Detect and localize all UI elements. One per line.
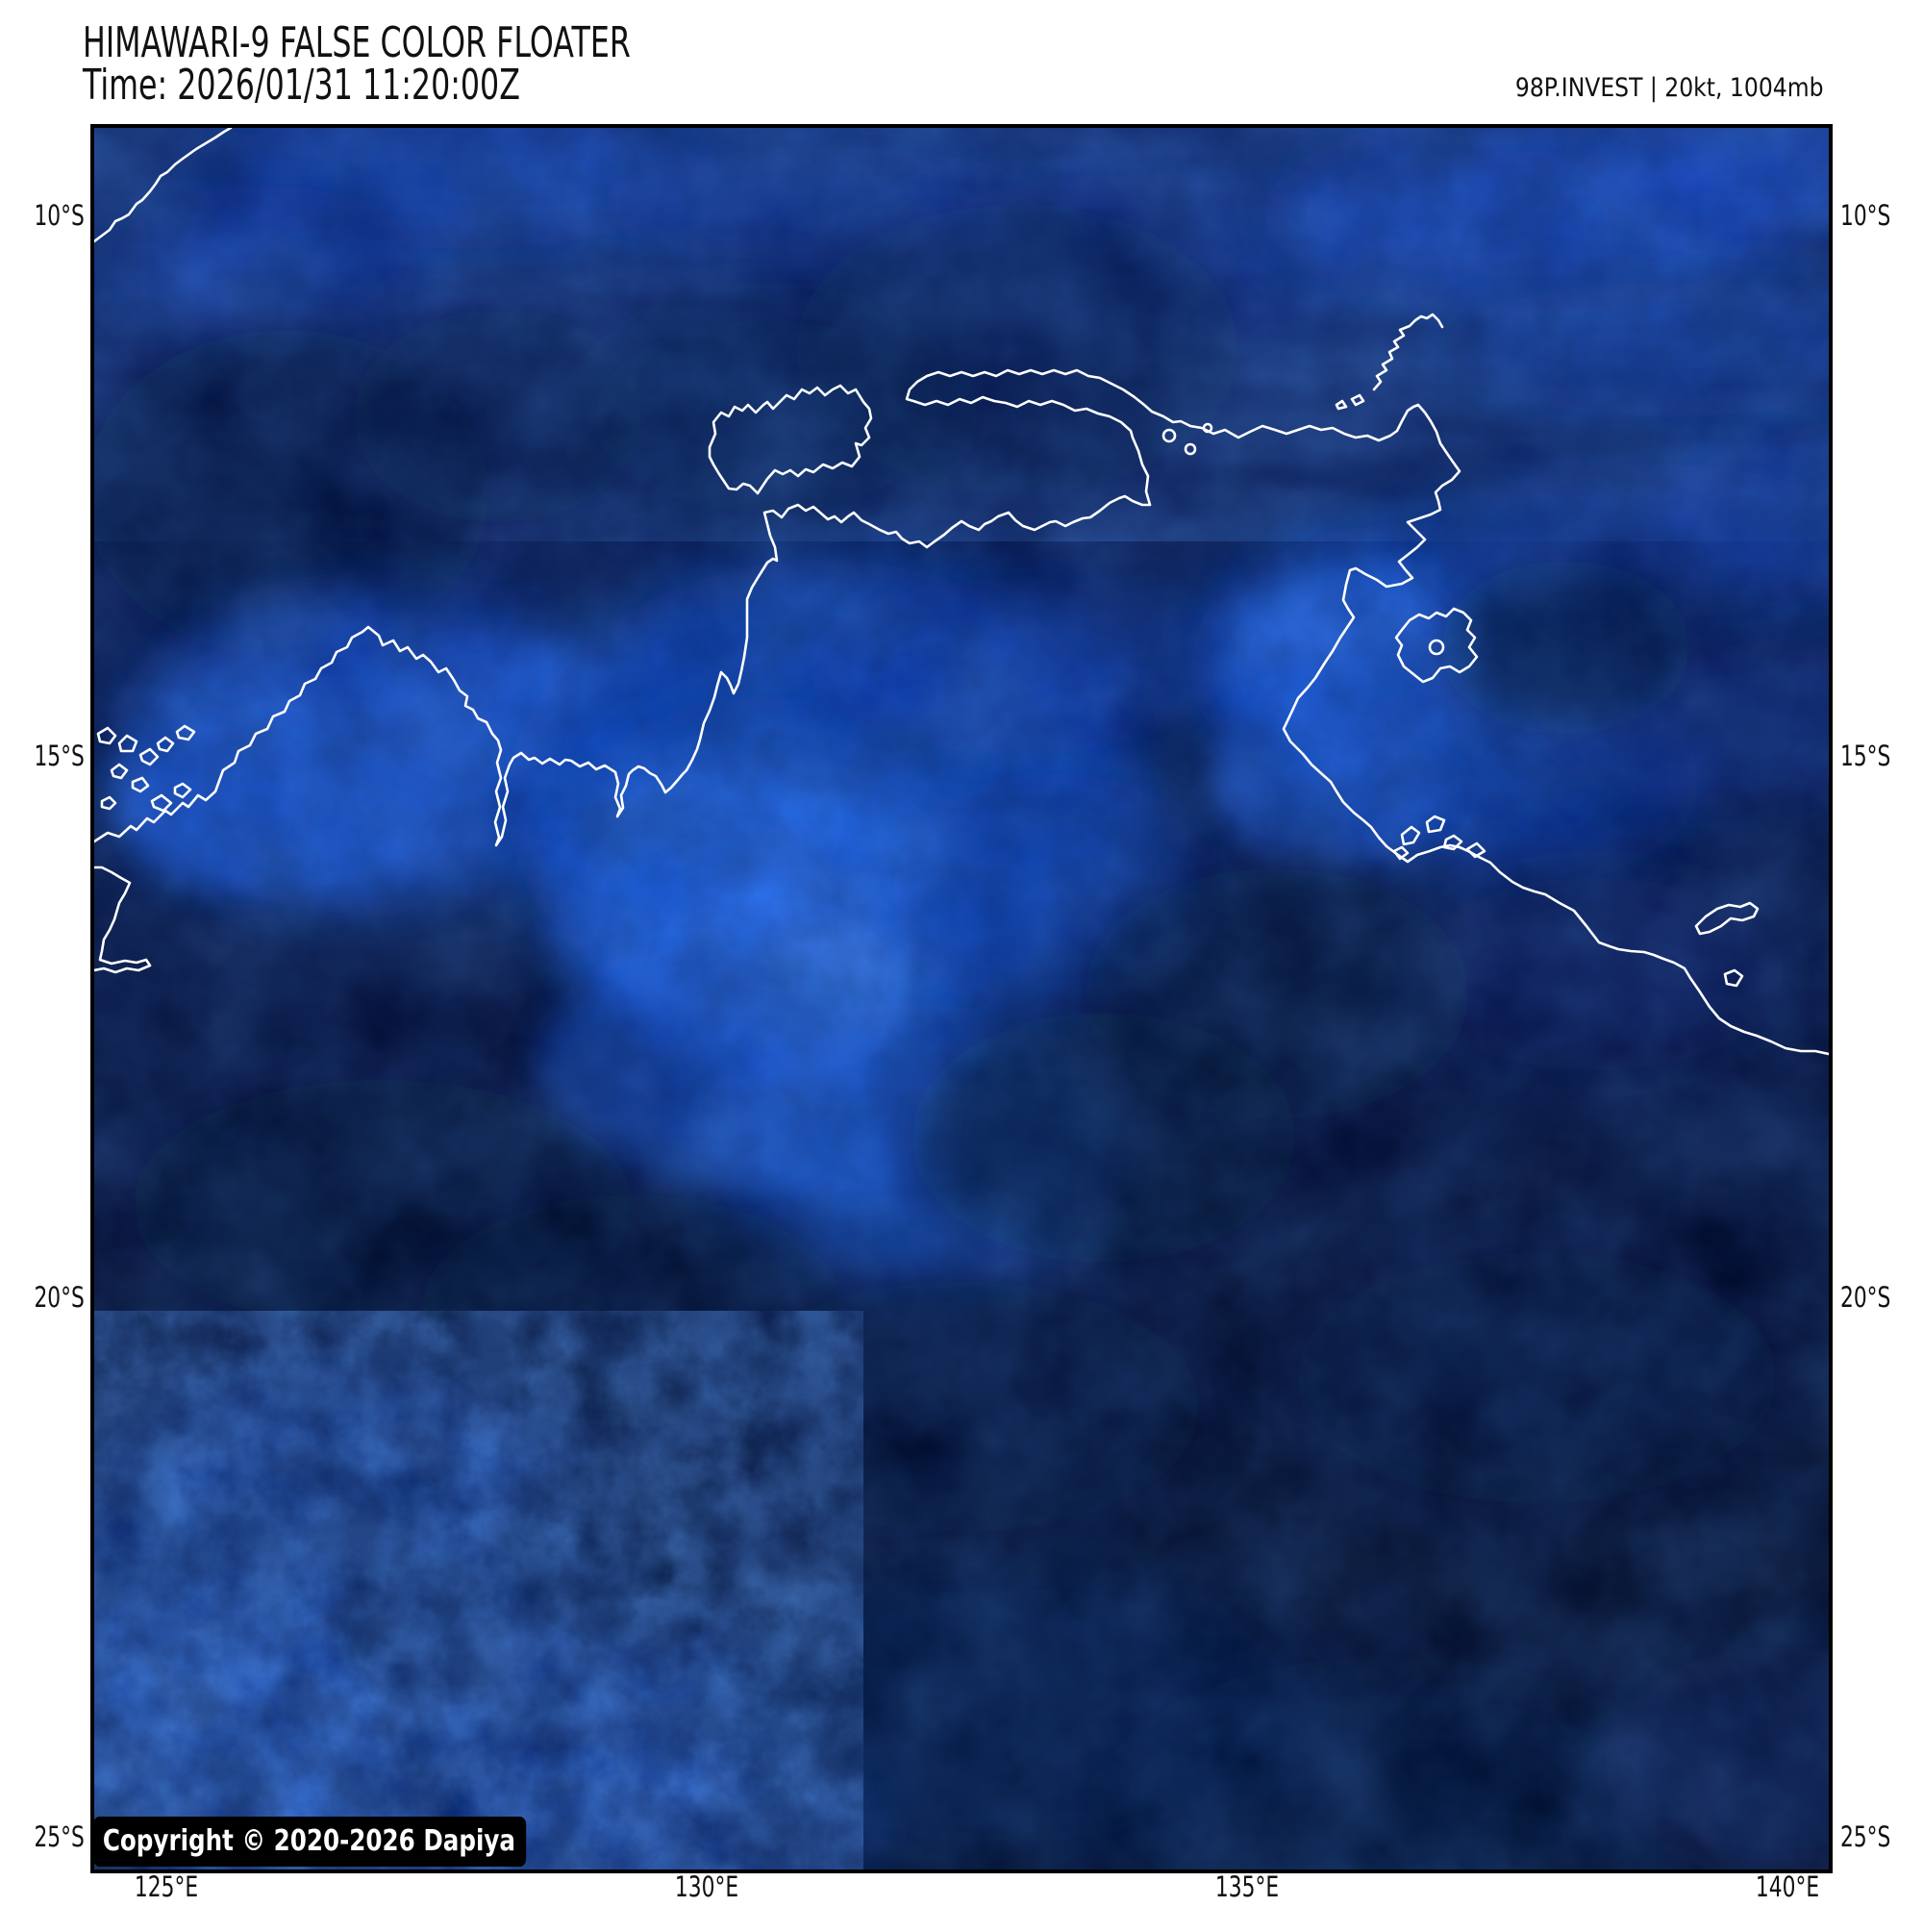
coastline-groote-eylandt [1394, 607, 1479, 684]
coastline-pellew-5 [1392, 845, 1410, 861]
coastline-buccaneer-6 [156, 736, 175, 753]
coastline-wellesley-islet [1723, 968, 1744, 988]
coastline-islet-goulburn-2 [1184, 442, 1197, 456]
coastline-pellew-4 [1465, 841, 1486, 859]
lat-label-right-20s: 20°S [1840, 1281, 1891, 1314]
coastline-buccaneer-4 [110, 763, 129, 780]
coastline-buccaneer-8 [150, 793, 173, 813]
coastline-groote-bay [1428, 639, 1445, 656]
coastline-buccaneer-9 [173, 782, 192, 799]
coastline-buccaneer-5 [131, 776, 150, 793]
timestamp: Time: 2026/01/31 11:20:00Z [83, 61, 520, 110]
lat-label-right-25s: 25°S [1840, 1820, 1891, 1853]
coastline-buccaneer-7 [175, 724, 196, 741]
coastline-mainland [94, 368, 1829, 1056]
coastline-layer [94, 128, 1829, 1056]
lat-label-right-15s: 15°S [1840, 740, 1891, 772]
coastline-pellew-2 [1425, 815, 1446, 834]
satellite-image [94, 128, 1829, 1869]
coastline-islet-goulburn-3 [1202, 422, 1213, 434]
storm-info-badge: 98P.INVEST | 20kt, 1004mb [1514, 73, 1823, 103]
lat-label-left-25s: 25°S [34, 1820, 85, 1853]
lat-label-left-15s: 15°S [34, 740, 85, 772]
satellite-map: Copyright © 2020-2026 Dapiya [90, 124, 1833, 1873]
coastline-buccaneer-10 [100, 795, 117, 811]
cloud-layer [94, 128, 1829, 1869]
coastline-islet-arnhem-1 [1350, 393, 1365, 407]
coastline-islet-arnhem-2 [1335, 399, 1348, 411]
page-title: HIMAWARI-9 FALSE COLOR FLOATER [83, 18, 631, 67]
coastline-pellew-3 [1442, 834, 1463, 851]
coastline-islet-goulburn-1 [1161, 428, 1177, 443]
coastline-dampier [94, 866, 152, 974]
lat-label-left-20s: 20°S [34, 1281, 85, 1314]
copyright-badge: Copyright © 2020-2026 Dapiya [93, 1817, 527, 1867]
coastline-mornington-island [1694, 901, 1760, 936]
coastline-pellew-1 [1400, 825, 1421, 846]
lat-label-left-10s: 10°S [34, 199, 85, 232]
coastline-buccaneer-3 [138, 747, 160, 766]
lon-label-125e: 125°E [134, 1870, 199, 1903]
lon-label-135e: 135°E [1214, 1870, 1280, 1903]
lon-label-140e: 140°E [1755, 1870, 1820, 1903]
lon-label-130e: 130°E [674, 1870, 739, 1903]
coastline-timor [94, 128, 233, 243]
lat-label-right-10s: 10°S [1840, 199, 1891, 232]
coastline-tiwi-islands [708, 384, 873, 495]
coastline-buccaneer-2 [117, 734, 138, 753]
coastline-wessel-islands [1372, 313, 1444, 391]
coastline-buccaneer-1 [96, 726, 117, 745]
